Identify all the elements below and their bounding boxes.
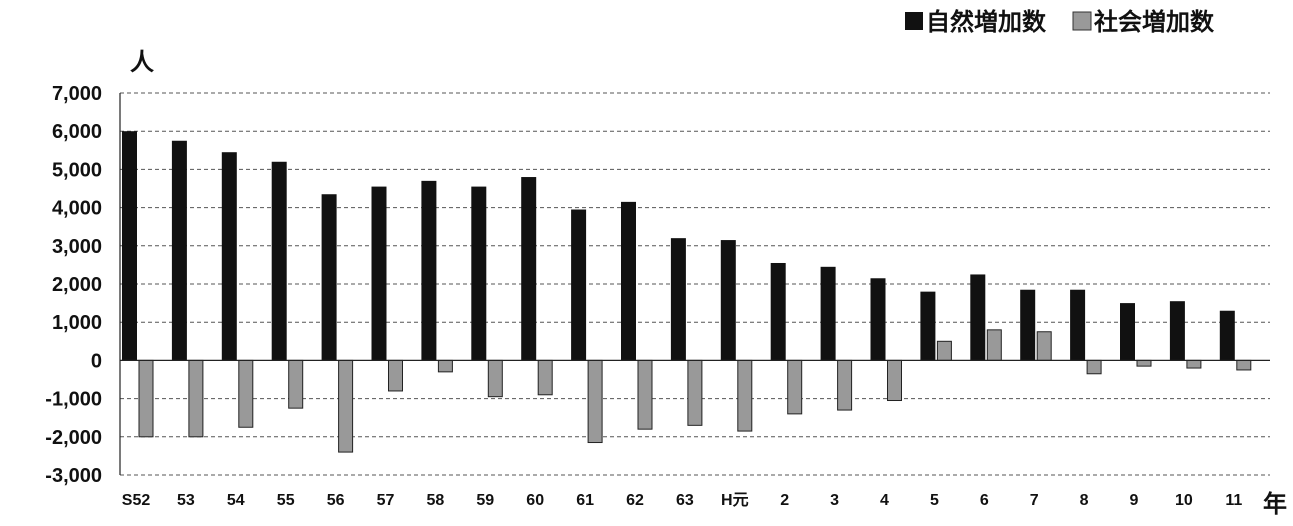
x-tick-label: 3 xyxy=(830,492,839,509)
bar-natural-increase xyxy=(670,238,686,361)
bar-social-increase xyxy=(1186,359,1202,369)
x-tick-label: 5 xyxy=(930,492,939,509)
bar-social-increase xyxy=(1086,359,1102,375)
y-axis-ticks: 7,000 6,000 5,000 4,000 3,000 2,000 1,000 0 -1,0… xyxy=(45,83,102,487)
bar-natural-increase xyxy=(820,266,836,361)
bar-social-increase xyxy=(338,359,354,453)
bar-social-increase xyxy=(138,359,154,438)
x-tick-label: 54 xyxy=(227,492,245,509)
bar-social-increase xyxy=(887,359,902,402)
x-tick-label: 57 xyxy=(377,492,395,509)
bar-natural-increase xyxy=(621,201,636,361)
y-tick-label: 4,000 xyxy=(52,198,102,220)
bar-natural-increase xyxy=(421,180,437,361)
bar-natural-increase xyxy=(321,194,337,361)
bar-natural-increase xyxy=(1169,301,1185,361)
bar-social-increase xyxy=(936,340,952,361)
x-tick-label: 60 xyxy=(526,492,544,509)
bar-social-increase xyxy=(837,359,853,411)
x-tick-label: 62 xyxy=(626,492,644,509)
bar-social-increase xyxy=(437,359,453,373)
bar-natural-increase xyxy=(770,262,786,361)
bar-social-increase xyxy=(687,359,703,426)
x-tick-label: 4 xyxy=(880,492,889,509)
legend-swatch-natural xyxy=(905,12,923,30)
y-tick-label: 2,000 xyxy=(52,274,102,296)
y-tick-label: 0 xyxy=(91,350,102,372)
x-tick-label: 6 xyxy=(980,492,989,509)
bar-natural-increase xyxy=(521,177,537,361)
bar-natural-increase xyxy=(970,274,986,361)
x-tick-label: 7 xyxy=(1030,492,1039,509)
x-tick-label: 10 xyxy=(1175,492,1193,509)
y-tick-label: 1,000 xyxy=(52,312,102,334)
bar-social-increase xyxy=(288,359,304,409)
legend-label-social: 社会増加数 xyxy=(1094,8,1215,36)
bar-natural-increase xyxy=(920,291,936,361)
bar-natural-increase xyxy=(720,240,736,361)
x-tick-label: H元 xyxy=(721,492,749,509)
legend-label-natural: 自然増加数 xyxy=(926,8,1047,36)
bar-natural-increase xyxy=(1219,310,1235,361)
x-tick-label: 2 xyxy=(780,492,789,509)
y-tick-label: -1,000 xyxy=(45,389,102,411)
legend: 自然増加数 社会増加数 xyxy=(905,8,1215,36)
bar-natural-increase xyxy=(870,278,886,361)
bar-natural-increase xyxy=(1020,289,1036,361)
x-axis-ticks: S52 53 54 55 56 57 58 59 60 61 62 63 H元 2 3 4 5 6 7 8 9 10 11 xyxy=(122,492,1243,509)
bar-natural-increase xyxy=(122,131,137,361)
bar-social-increase xyxy=(537,359,553,396)
y-tick-label: 5,000 xyxy=(52,159,102,181)
bar-natural-increase xyxy=(171,140,187,361)
y-tick-label: 3,000 xyxy=(52,236,102,258)
bar-natural-increase xyxy=(271,161,287,361)
bar-social-increase xyxy=(487,359,503,398)
bar-social-increase xyxy=(238,359,254,428)
bar-natural-increase xyxy=(371,186,387,361)
x-tick-label: 63 xyxy=(676,492,694,509)
x-tick-label: 53 xyxy=(177,492,195,509)
x-tick-label: 9 xyxy=(1130,492,1139,509)
x-tick-label: 8 xyxy=(1080,492,1089,509)
bar-natural-increase xyxy=(1120,303,1135,361)
y-tick-label: 6,000 xyxy=(52,121,102,143)
legend-swatch-social xyxy=(1072,11,1092,31)
bar-social-increase xyxy=(188,359,204,438)
x-tick-label: 56 xyxy=(327,492,345,509)
bar-social-increase xyxy=(1136,359,1152,367)
x-tick-label: 61 xyxy=(576,492,594,509)
bar-natural-increase xyxy=(471,186,487,361)
bar-social-increase xyxy=(637,359,653,430)
x-tick-label: 58 xyxy=(427,492,445,509)
bar-social-increase xyxy=(388,359,403,392)
x-tick-label: 55 xyxy=(277,492,295,509)
bar-social-increase xyxy=(587,359,603,444)
y-tick-label: -3,000 xyxy=(45,465,102,487)
bar-social-increase xyxy=(737,359,753,432)
bar-social-increase xyxy=(787,359,803,415)
bar-social-increase xyxy=(986,329,1002,361)
x-tick-label: S52 xyxy=(122,492,151,509)
bar-natural-increase xyxy=(221,152,237,361)
bar-natural-increase xyxy=(1070,289,1086,361)
bar-social-increase xyxy=(1236,359,1252,371)
y-tick-label: -2,000 xyxy=(45,427,102,449)
bar-natural-increase xyxy=(571,209,587,361)
bar-social-increase xyxy=(1036,331,1052,361)
bars xyxy=(122,131,1252,453)
x-axis-label: 年 xyxy=(1263,490,1287,518)
y-axis-label: 人 xyxy=(130,48,154,76)
x-tick-label: 11 xyxy=(1225,492,1242,509)
y-tick-label: 7,000 xyxy=(52,83,102,105)
x-tick-label: 59 xyxy=(476,492,494,509)
